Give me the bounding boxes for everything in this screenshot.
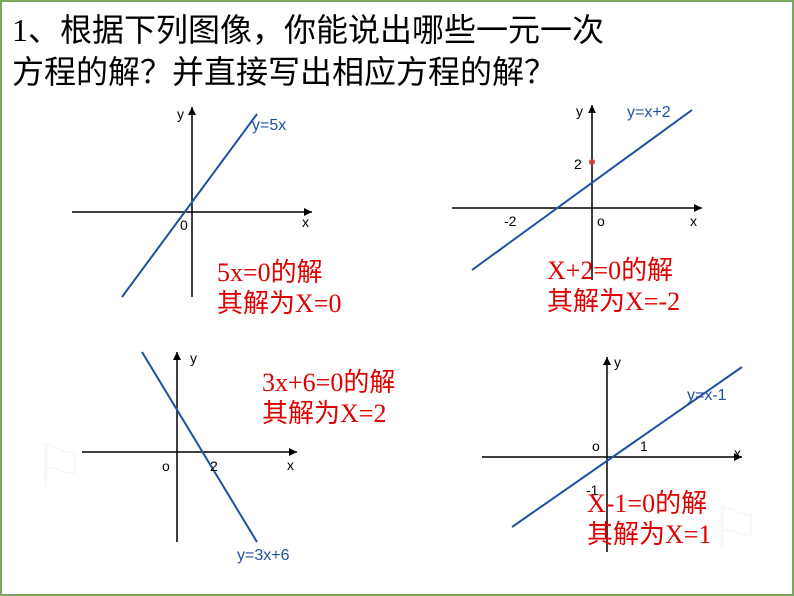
answer-line1: 5x=0的解 <box>217 258 323 287</box>
answer-2: X+2=0的解 其解为X=-2 <box>547 255 680 317</box>
answer-line1: X-1=0的解 <box>587 489 707 518</box>
answer-line2: 其解为X=0 <box>217 289 341 318</box>
chart-4: x y o 1 -1 y=x-1 X-1=0的解 其解为X=1 <box>452 352 792 592</box>
y-axis-label: y <box>190 350 197 366</box>
x-axis-label: x <box>287 457 294 473</box>
answer-line1: X+2=0的解 <box>547 256 673 285</box>
chart-1: x y 0 y=5x 5x=0的解 其解为X=0 <box>62 102 322 322</box>
function-label: y=3x+6 <box>237 547 289 565</box>
y-axis-label: y <box>614 354 621 370</box>
origin-label: 0 <box>180 217 188 233</box>
question-line1: 1、根据下列图像，你能说出哪些一元一次 <box>12 10 604 52</box>
tick-2: 2 <box>574 156 582 172</box>
chart-3: x y o 2 y=3x+6 3x+6=0的解 其解为X=2 <box>62 342 492 592</box>
answer-4: X-1=0的解 其解为X=1 <box>587 488 711 550</box>
tick-neg2: -2 <box>504 213 516 229</box>
function-label: y=x+2 <box>627 104 671 122</box>
chart-2: x y o -2 2 y=x+2 X+2=0的解 其解为X=-2 <box>412 100 712 320</box>
x-axis-label: x <box>302 214 309 230</box>
origin-label: o <box>592 438 600 454</box>
answer-line2: 其解为X=2 <box>262 399 386 428</box>
y-axis-label: y <box>177 106 184 122</box>
function-label: y=x-1 <box>687 387 727 405</box>
answer-1: 5x=0的解 其解为X=0 <box>217 257 341 319</box>
answer-line2: 其解为X=-2 <box>547 287 680 316</box>
origin-label: o <box>162 458 170 474</box>
tick-1: 1 <box>640 438 648 454</box>
answer-line1: 3x+6=0的解 <box>262 368 395 397</box>
x-axis-label: x <box>734 445 741 461</box>
tick-2: 2 <box>210 458 218 474</box>
question-line2: 方程的解？并直接写出相应方程的解？ <box>12 52 556 94</box>
y-axis-label: y <box>576 103 583 119</box>
x-axis-label: x <box>690 213 697 229</box>
answer-3: 3x+6=0的解 其解为X=2 <box>262 367 395 429</box>
origin-label: o <box>597 213 605 229</box>
function-label: y=5x <box>252 117 286 135</box>
answer-line2: 其解为X=1 <box>587 520 711 549</box>
